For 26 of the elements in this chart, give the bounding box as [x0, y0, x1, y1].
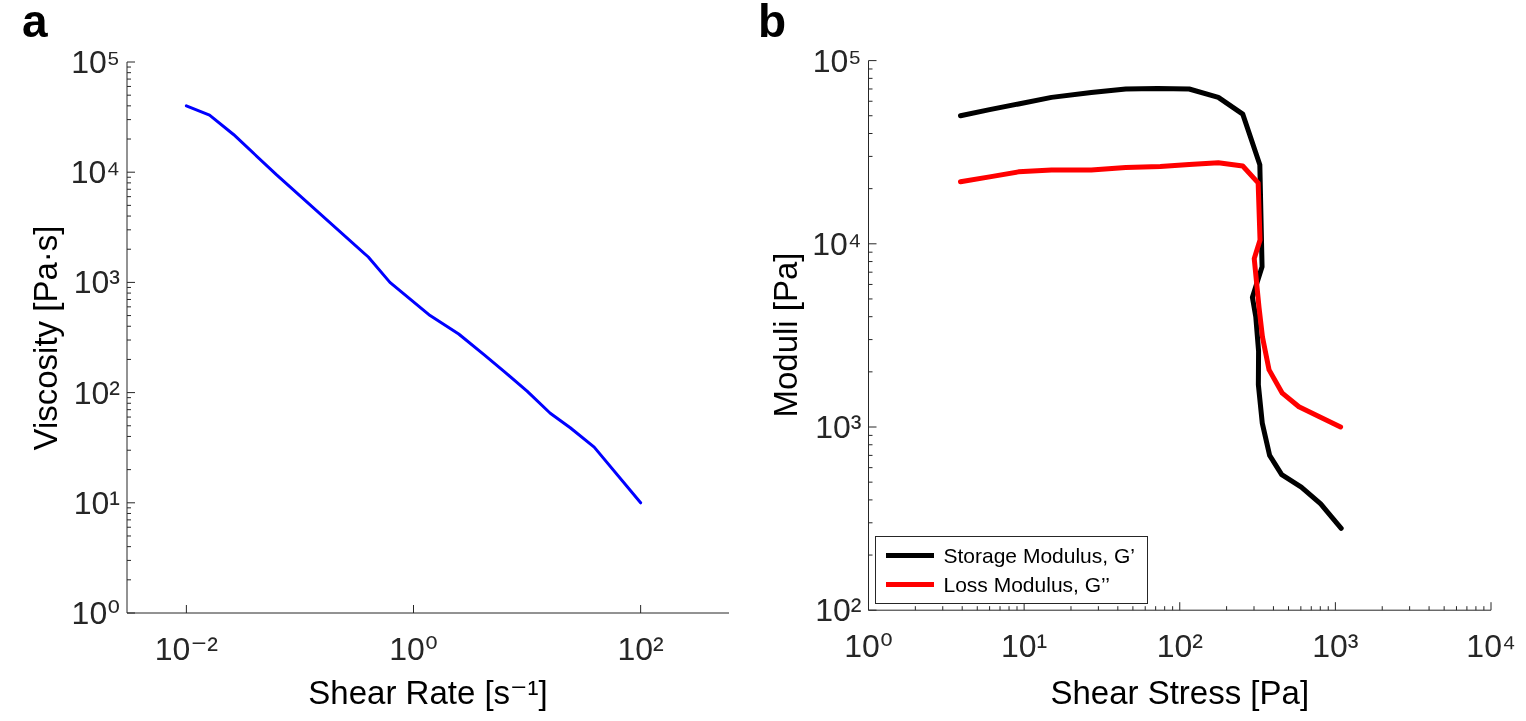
- y-tick-label: 10⁵: [812, 42, 862, 79]
- x-tick-label: 10⁴: [1466, 628, 1516, 665]
- y-tick-label: 10³: [73, 264, 121, 301]
- x-tick-label: 10⁰: [389, 631, 438, 667]
- y-tick-label: 10⁵: [71, 44, 120, 80]
- x-tick-label: 10⁰: [844, 628, 893, 665]
- y-axis-title: Viscosity [Pa·s]: [26, 225, 64, 450]
- y-tick-label: 10¹: [73, 484, 120, 521]
- y-tick-label: 10²: [815, 592, 862, 629]
- legend-label: Loss Modulus, G’’: [943, 572, 1111, 597]
- y-tick-label: 10⁴: [812, 225, 862, 262]
- y-tick-label: 10⁴: [70, 154, 120, 191]
- y-tick-label: 10⁰: [71, 595, 120, 631]
- legend-label: Storage Modulus, G’: [943, 543, 1135, 568]
- x-tick-label: 10³: [1312, 628, 1359, 665]
- x-axis-title: Shear Rate [s⁻¹]: [308, 674, 548, 711]
- x-tick-label: 10²: [617, 631, 665, 667]
- y-tick-label: 10²: [73, 374, 121, 411]
- chart-title: b: [758, 0, 787, 47]
- chart-title: a: [22, 0, 48, 47]
- y-axis-title: Moduli [Pa]: [766, 252, 803, 418]
- y-tick-label: 10³: [815, 409, 862, 445]
- x-tick-label: 10⁻²: [154, 631, 219, 667]
- x-tick-label: 10¹: [1001, 628, 1048, 665]
- x-tick-label: 10²: [1156, 628, 1204, 665]
- x-axis-title: Shear Stress [Pa]: [1050, 674, 1310, 711]
